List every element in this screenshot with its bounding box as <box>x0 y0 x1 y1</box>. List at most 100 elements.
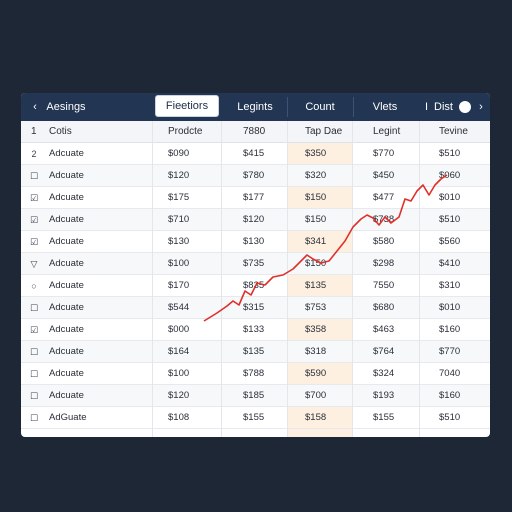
row-value-col-4: $680 <box>373 302 395 313</box>
row-status-icon[interactable]: ☐ <box>29 303 39 313</box>
row-name: Adcuate <box>49 302 84 313</box>
row-name: Adcuate <box>49 236 84 247</box>
row-status-icon[interactable]: ☐ <box>29 369 39 379</box>
row-status-icon[interactable]: ☑ <box>29 325 39 335</box>
table-row[interactable]: ☐ Adcuate $164 $135 $318 $764 $770 <box>21 341 490 363</box>
header-col-3[interactable]: Tap Dae <box>305 126 343 137</box>
row-name: Adcuate <box>49 390 84 401</box>
column-divider <box>221 121 222 437</box>
tab-label: Dist <box>434 101 453 113</box>
row-value-col-3: $135 <box>305 280 327 291</box>
row-status-icon[interactable]: ○ <box>31 281 37 291</box>
row-name: Adcuate <box>49 148 84 159</box>
table-row[interactable]: ☐ AdGuate $108 $155 $158 $155 $510 <box>21 407 490 429</box>
table-row[interactable]: ☑ Adcuate $000 $133 $358 $463 $160 <box>21 319 490 341</box>
tab-divider <box>287 97 288 117</box>
tab-aesings[interactable]: Aesings <box>35 93 97 121</box>
tab-dist[interactable]: I Dist <box>419 93 459 121</box>
row-value-col-5: 7040 <box>439 368 461 379</box>
row-name: Adcuate <box>49 324 84 335</box>
tab-label: Legints <box>237 101 273 113</box>
tab-legints[interactable]: Legints <box>223 93 287 121</box>
row-value-col-5: $010 <box>439 192 461 203</box>
row-value-col-5: $010 <box>439 302 461 313</box>
row-name: Adcuate <box>49 192 84 203</box>
row-name: Adcuate <box>49 346 84 357</box>
tab-prefix: I <box>424 101 429 113</box>
row-status-icon[interactable]: 2 <box>31 149 37 159</box>
tab-vlets[interactable]: Vlets <box>353 93 417 121</box>
header-col-1[interactable]: Prodcte <box>168 126 203 137</box>
row-name: AdGuate <box>49 412 87 423</box>
table-row[interactable]: ☐ Adcuate $120 $185 $700 $193 $160 <box>21 385 490 407</box>
row-value-col-5: $560 <box>439 236 461 247</box>
row-value-col-2: $415 <box>243 148 265 159</box>
row-status-icon[interactable]: ☐ <box>29 347 39 357</box>
row-value-col-3: $318 <box>305 346 327 357</box>
row-value-col-4: 7550 <box>373 280 395 291</box>
row-name: Adcuate <box>49 280 84 291</box>
row-value-col-3: $350 <box>305 148 327 159</box>
row-name: Adcuate <box>49 258 84 269</box>
header-col-4[interactable]: Legint <box>373 126 401 137</box>
table-row[interactable]: 2 Adcuate $090 $415 $350 $770 $510 <box>21 143 490 165</box>
header-num: 1 <box>31 126 37 137</box>
chevron-right-icon[interactable]: › <box>479 101 483 113</box>
row-status-icon[interactable]: ☐ <box>29 413 39 423</box>
row-value-col-3: $158 <box>305 412 327 423</box>
row-status-icon[interactable]: ▽ <box>30 259 38 269</box>
row-value-col-3: $590 <box>305 368 327 379</box>
column-divider <box>152 121 153 437</box>
row-value-col-2: $315 <box>243 302 265 313</box>
row-value-col-4: $764 <box>373 346 395 357</box>
row-value-col-3: $150 <box>305 258 327 269</box>
row-value-col-2: $177 <box>243 192 265 203</box>
header-col-5[interactable]: Tevine <box>439 126 468 137</box>
tab-label: Vlets <box>372 101 398 113</box>
row-value-col-2: $835 <box>243 280 265 291</box>
row-value-col-1: $164 <box>168 346 190 357</box>
row-value-col-3: $320 <box>305 170 327 181</box>
row-name: Adcuate <box>49 368 84 379</box>
tab-count[interactable]: Count <box>287 93 353 121</box>
row-value-col-5: $160 <box>439 390 461 401</box>
row-value-col-1: $170 <box>168 280 190 291</box>
toggle-icon[interactable] <box>459 101 471 113</box>
row-value-col-3: $341 <box>305 236 327 247</box>
row-value-col-5: $510 <box>439 214 461 225</box>
row-value-col-1: $120 <box>168 170 190 181</box>
row-value-col-5: $060 <box>439 170 461 181</box>
tab-fieetiors[interactable]: Fieetiors <box>155 95 219 117</box>
tab-label: Fieetiors <box>165 100 209 112</box>
row-value-col-1: $175 <box>168 192 190 203</box>
row-value-col-4: $738 <box>373 214 395 225</box>
row-value-col-2: $735 <box>243 258 265 269</box>
table-row[interactable]: ☐ Adcuate $100 $788 $590 $324 7040 <box>21 363 490 385</box>
row-value-col-1: $090 <box>168 148 190 159</box>
row-status-icon[interactable]: ☑ <box>29 215 39 225</box>
row-value-col-5: $160 <box>439 324 461 335</box>
row-value-col-1: $100 <box>168 368 190 379</box>
tab-bar: ‹ Aesings Fieetiors Legints Count Vlets … <box>21 93 490 121</box>
row-status-icon[interactable]: ☑ <box>29 237 39 247</box>
row-value-col-4: $477 <box>373 192 395 203</box>
column-divider <box>287 121 288 437</box>
row-value-col-2: $120 <box>243 214 265 225</box>
row-status-icon[interactable]: ☑ <box>29 193 39 203</box>
chevron-left-icon[interactable]: ‹ <box>33 101 37 113</box>
row-value-col-3: $358 <box>305 324 327 335</box>
row-value-col-4: $298 <box>373 258 395 269</box>
row-status-icon[interactable]: ☐ <box>29 171 39 181</box>
row-name: Adcuate <box>49 170 84 181</box>
header-col-2[interactable]: 7880 <box>243 126 266 137</box>
column-divider <box>419 121 420 437</box>
header-name: Cotis <box>49 126 72 137</box>
row-value-col-4: $770 <box>373 148 395 159</box>
row-value-col-4: $324 <box>373 368 395 379</box>
row-value-col-1: $000 <box>168 324 190 335</box>
row-value-col-4: $463 <box>373 324 395 335</box>
row-value-col-3: $753 <box>305 302 327 313</box>
row-value-col-5: $770 <box>439 346 461 357</box>
row-value-col-4: $155 <box>373 412 395 423</box>
row-status-icon[interactable]: ☐ <box>29 391 39 401</box>
